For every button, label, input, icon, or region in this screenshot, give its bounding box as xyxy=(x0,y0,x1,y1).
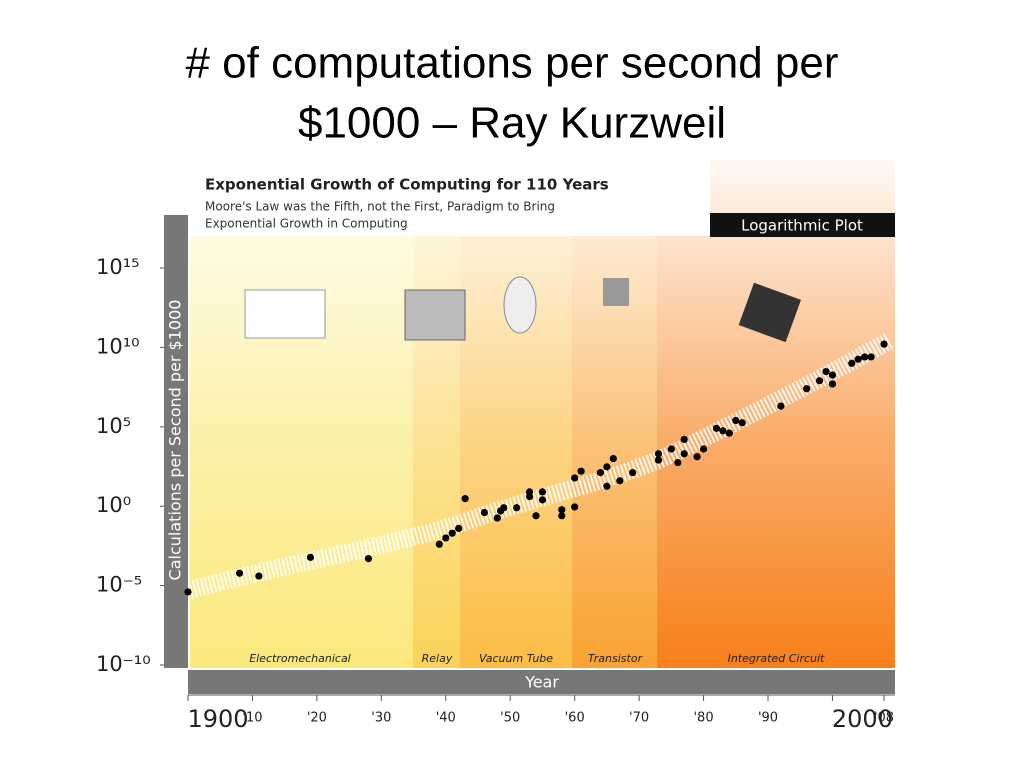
data-point xyxy=(596,469,605,477)
data-point xyxy=(725,429,733,437)
data-point xyxy=(828,371,837,379)
y-tick-label: 10⁻¹⁰ xyxy=(96,652,151,676)
slide-title: # of computations per second per xyxy=(185,39,838,88)
x-tick-label: '50 xyxy=(500,711,520,726)
data-point xyxy=(525,493,534,501)
data-point xyxy=(822,367,830,376)
era-label: Relay xyxy=(422,652,453,665)
data-point xyxy=(235,569,244,577)
annotation-box xyxy=(710,213,895,237)
data-point xyxy=(558,506,566,514)
y-tick-label: 10¹⁰ xyxy=(96,334,140,358)
data-point xyxy=(828,380,837,388)
data-point xyxy=(532,512,540,520)
data-point xyxy=(442,534,450,542)
y-axis-label: Calculations per Second per $1000 xyxy=(166,300,185,581)
x-tick-label: 2000 xyxy=(832,705,893,733)
data-point xyxy=(306,553,315,561)
chart-subtitle: Moore's Law was the Fifth, not the First… xyxy=(205,200,555,214)
data-point xyxy=(513,504,521,512)
annotation: Logarithmic Plot xyxy=(741,217,863,235)
data-point xyxy=(255,572,263,580)
y-tick-label: 10⁰ xyxy=(96,493,131,517)
data-point xyxy=(603,463,611,471)
y-tick-label: 10⁵ xyxy=(96,414,131,438)
x-tick-label: '20 xyxy=(307,711,327,726)
x-tick-label: '30 xyxy=(371,711,391,726)
era-label: Integrated Circuit xyxy=(728,652,825,665)
fade-overlay xyxy=(190,160,895,668)
x-tick-label: 1900 xyxy=(187,705,248,733)
data-point xyxy=(364,555,373,563)
data-point xyxy=(680,450,688,458)
data-point xyxy=(674,458,682,467)
era-label: Transistor xyxy=(588,652,644,665)
data-point xyxy=(500,504,508,512)
data-point xyxy=(435,540,443,548)
inset-header xyxy=(190,160,710,236)
data-point xyxy=(861,353,869,361)
relay-icon xyxy=(404,289,466,341)
punch-card-icon xyxy=(244,289,326,339)
data-point xyxy=(815,377,824,385)
x-label-bar xyxy=(188,670,895,694)
x-tick-label: '40 xyxy=(436,711,456,726)
data-point xyxy=(538,488,547,496)
x-tick-label: '60 xyxy=(565,711,585,726)
data-point xyxy=(654,450,663,458)
data-point xyxy=(558,512,566,520)
chart-title: Exponential Growth of Computing for 110 … xyxy=(205,176,609,194)
data-point xyxy=(480,508,489,517)
data-point xyxy=(493,514,501,522)
slide-title: $1000 – Ray Kurzweil xyxy=(298,99,726,148)
data-point xyxy=(455,524,463,532)
data-point xyxy=(738,419,746,427)
data-point xyxy=(603,482,611,490)
chart-subtitle: Exponential Growth in Computing xyxy=(205,217,408,231)
y-tick-label: 10⁻⁵ xyxy=(96,573,142,597)
data-point xyxy=(616,477,624,485)
data-point xyxy=(448,529,456,537)
era-label: Electromechanical xyxy=(249,652,351,665)
era-label: Vacuum Tube xyxy=(479,652,553,665)
data-point xyxy=(848,359,856,367)
data-point xyxy=(693,453,701,461)
data-point xyxy=(577,467,585,475)
data-point xyxy=(571,503,579,511)
y-label-bar xyxy=(164,215,188,668)
data-point xyxy=(732,416,740,425)
data-point xyxy=(184,588,192,596)
y-tick-label: 10¹⁵ xyxy=(96,255,140,279)
data-point xyxy=(667,445,675,453)
data-point xyxy=(777,402,785,410)
data-point xyxy=(854,355,862,363)
ic-icon xyxy=(738,282,802,343)
tube-icon xyxy=(503,276,537,334)
x-axis-label: Year xyxy=(524,673,559,692)
x-tick-label: '10 xyxy=(242,711,262,726)
data-point xyxy=(867,353,875,361)
data-point xyxy=(803,385,811,393)
data-point xyxy=(609,454,617,463)
data-point xyxy=(571,474,579,482)
trend-band xyxy=(187,332,895,599)
x-tick-label: '80 xyxy=(693,711,713,726)
data-point xyxy=(538,496,547,504)
x-tick-label: '08 xyxy=(874,711,894,726)
data-point xyxy=(461,495,469,503)
data-point xyxy=(654,456,663,464)
transistor-icon xyxy=(603,278,629,306)
x-tick-label: '70 xyxy=(629,711,649,726)
data-point xyxy=(629,469,637,477)
data-point xyxy=(880,340,888,348)
x-tick-label: '90 xyxy=(758,711,778,726)
data-point xyxy=(680,435,688,444)
data-point xyxy=(712,424,721,432)
data-point xyxy=(699,445,708,453)
data-point xyxy=(719,427,727,435)
